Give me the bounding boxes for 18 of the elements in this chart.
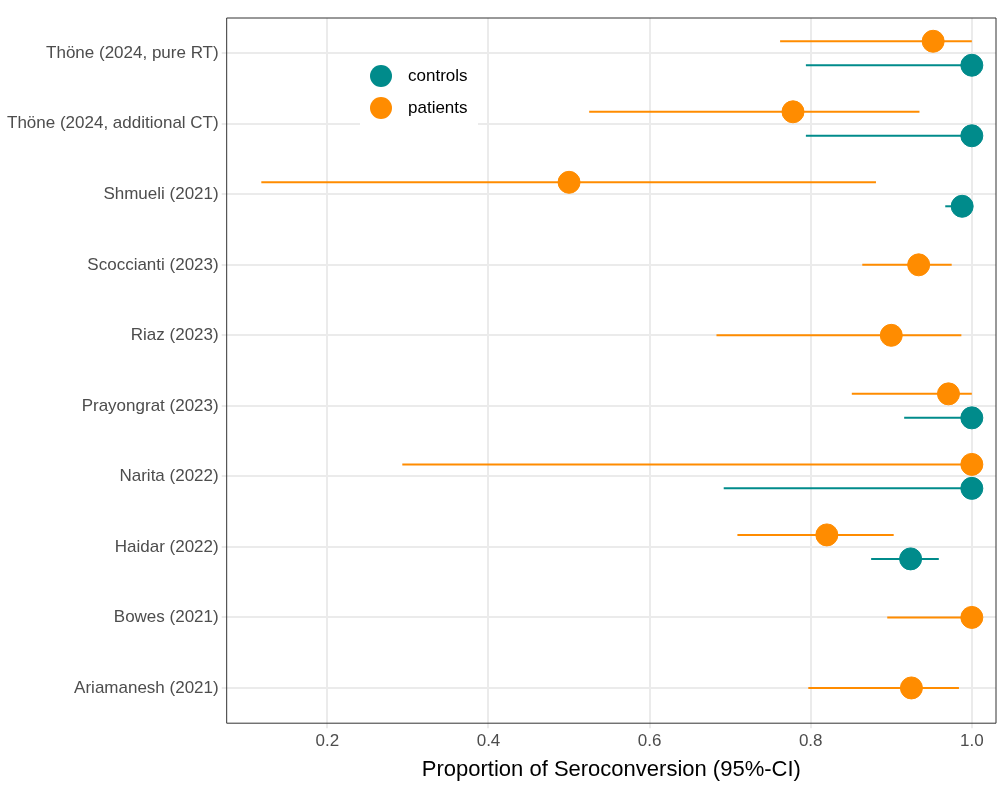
x-axis-title: Proportion of Seroconversion (95%-CI) <box>421 755 801 781</box>
x-tick-label: 0.2 <box>315 731 340 751</box>
y-tick-label: Thöne (2024, additional CT) <box>6 113 219 133</box>
y-tick-label: Narita (2022) <box>119 466 219 486</box>
y-tick-label: Ariamanesh (2021) <box>74 677 219 697</box>
legend-label: patients <box>408 98 468 118</box>
y-tick-label: Bowes (2021) <box>113 607 219 627</box>
x-tick-label: 0.6 <box>637 731 662 751</box>
y-tick-label: Scoccianti (2023) <box>87 254 219 274</box>
x-tick-label: 0.4 <box>476 731 501 751</box>
y-tick-label: Haidar (2022) <box>114 536 219 556</box>
legend-label: controls <box>408 66 468 86</box>
x-tick-label: 0.8 <box>798 731 823 751</box>
y-tick-label: Shmueli (2021) <box>103 183 219 203</box>
y-tick-label: Prayongrat (2023) <box>81 395 219 415</box>
y-tick-label: Riaz (2023) <box>130 325 219 345</box>
y-tick-label: Thöne (2024, pure RT) <box>46 42 219 62</box>
x-tick-label: 1.0 <box>960 731 984 751</box>
